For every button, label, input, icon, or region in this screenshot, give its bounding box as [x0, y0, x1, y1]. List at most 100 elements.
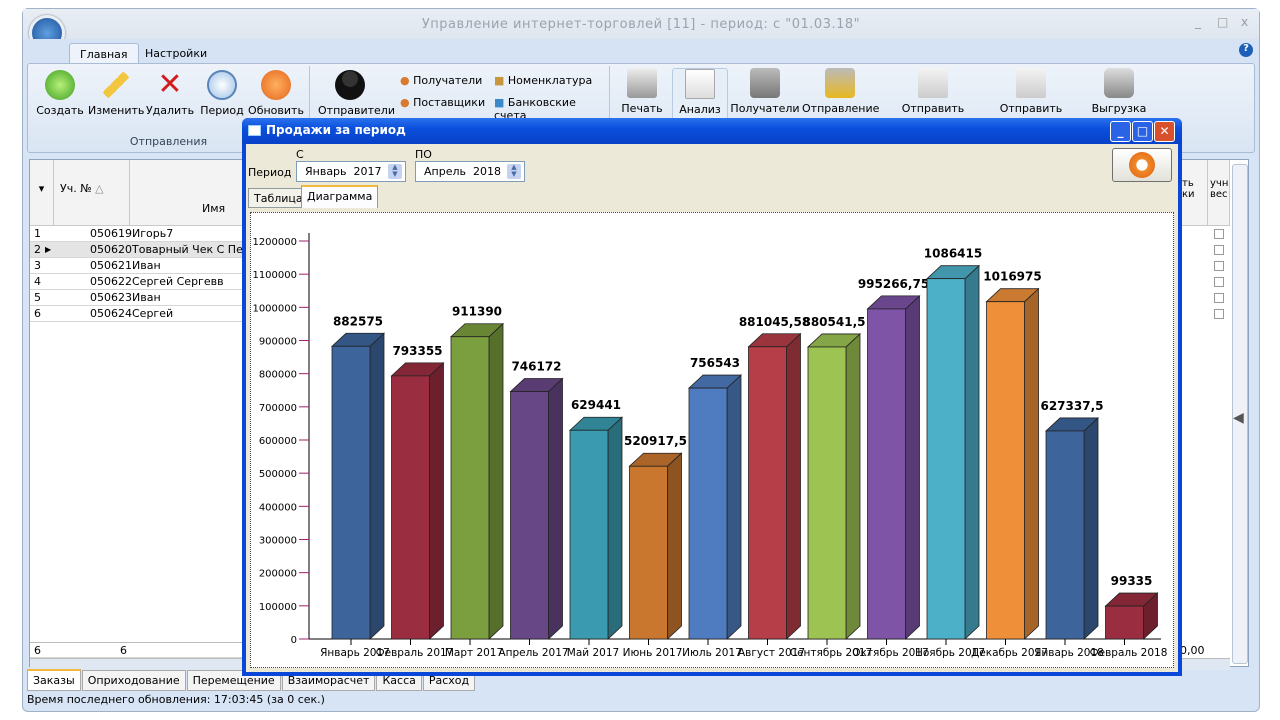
dialog-body: Период С ПО Январь 2017 ▲ ▼ Апрель 2018 ▲ ▼ … — [246, 144, 1178, 672]
row-num: 050619 — [90, 227, 132, 240]
tab-table[interactable]: Таблица — [248, 188, 309, 208]
minimize-button[interactable]: _ — [1195, 15, 1201, 29]
dialog-maximize-button[interactable]: □ — [1132, 121, 1153, 142]
column-header-name[interactable]: Имя — [130, 160, 260, 226]
x-tick-label: Январь 2017 — [320, 647, 390, 659]
x-tick-label: Ноябрь 2017 — [915, 647, 985, 659]
senders-button[interactable]: Отправители — [318, 70, 395, 117]
print-button[interactable]: Печать — [614, 68, 670, 115]
row-checkbox[interactable] — [1214, 261, 1224, 271]
bottom-tab[interactable]: Оприходование — [81, 670, 186, 691]
y-tick-label: 600000 — [259, 436, 297, 447]
dialog-title: Продажи за период — [266, 123, 406, 137]
dialog-minimize-button[interactable]: _ — [1110, 121, 1131, 142]
table-row[interactable]: 4 050622 Сергей Сергевв — [30, 274, 260, 290]
row-checkbox[interactable] — [1214, 245, 1224, 255]
group-references: Отправители ● Получатели ● Поставщики ■ … — [314, 66, 610, 150]
current-row-icon: ▶ — [45, 245, 52, 254]
x-tick-label: Август 2017 — [738, 647, 805, 659]
column-header-num[interactable]: Уч. № △ — [54, 160, 130, 226]
dialog-refresh-button[interactable] — [1112, 148, 1172, 182]
recipients-link[interactable]: ● Получатели — [400, 74, 482, 87]
bottom-tab[interactable]: Заказы — [27, 669, 81, 691]
tab-glavnaya[interactable]: Главная — [69, 43, 139, 65]
from-label: С — [296, 148, 304, 161]
table-row[interactable]: 6 050624 Сергей — [30, 306, 260, 322]
row-checkbox[interactable] — [1214, 293, 1224, 303]
refresh-button[interactable]: Обновить — [248, 70, 304, 117]
recipients-db-button[interactable]: Получатели — [730, 68, 800, 115]
bar — [629, 465, 668, 640]
dialog-close-button[interactable]: ✕ — [1154, 121, 1175, 142]
bar — [926, 278, 966, 640]
help-icon[interactable]: ? — [1239, 43, 1253, 57]
group-otpravleniya: Создать Изменить ✕ Удалить Период Обновит… — [28, 66, 310, 150]
row-checkbox[interactable] — [1214, 309, 1224, 319]
y-tick-label: 200000 — [259, 569, 297, 580]
column-header-right2[interactable]: учн вес — [1208, 160, 1230, 226]
spin-arrows-icon[interactable]: ▲ ▼ — [388, 164, 402, 179]
users-icon: ● — [400, 74, 410, 87]
spin-arrows-icon[interactable]: ▲ ▼ — [507, 164, 521, 179]
arrow-left-icon[interactable]: ◀ — [1233, 410, 1244, 426]
database-coins-icon — [825, 68, 855, 98]
grid-corner[interactable]: ▾ — [30, 160, 54, 226]
bar — [391, 375, 430, 640]
row-checkbox[interactable] — [1214, 277, 1224, 287]
table-row[interactable]: 5 050623 Иван — [30, 290, 260, 306]
bar-side — [786, 332, 801, 640]
maximize-button[interactable]: □ — [1217, 15, 1229, 29]
send-button-1[interactable]: Отправить — [898, 68, 968, 115]
export-button[interactable]: Выгрузка — [1088, 68, 1150, 115]
refresh-icon — [261, 70, 291, 100]
y-tick-label: 1200000 — [252, 237, 297, 248]
send-button-2[interactable]: Отправить — [996, 68, 1066, 115]
tab-chart[interactable]: Диаграмма — [301, 185, 379, 208]
to-period-spinner[interactable]: Апрель 2018 ▲ ▼ — [415, 161, 525, 182]
suppliers-link[interactable]: ● Поставщики — [400, 96, 485, 109]
row-checkbox[interactable] — [1214, 229, 1224, 239]
vertical-scrollbar[interactable] — [1232, 164, 1248, 664]
nomenclature-link[interactable]: ■ Номенклатура — [494, 74, 592, 87]
bar-side — [369, 332, 385, 640]
table-row[interactable]: 2 ▶ 050620 Товарный Чек С Печа — [30, 242, 260, 258]
dialog-title-bar[interactable]: Продажи за период _ □ ✕ — [242, 118, 1182, 144]
from-period-spinner[interactable]: Январь 2017 ▲ ▼ — [296, 161, 406, 182]
data-label: 1086415 — [924, 247, 982, 261]
data-label: 99335 — [1111, 574, 1153, 588]
edit-button[interactable]: Изменить — [88, 70, 144, 117]
row-name: Товарный Чек С Печа — [132, 243, 257, 256]
window-title: Управление интернет-торговлей [11] - пер… — [421, 17, 861, 32]
clock-calendar-icon — [207, 70, 237, 100]
print-label: Печать — [621, 102, 663, 115]
bottom-tabs: Заказы Оприходование Перемещение Взаиморасч… — [27, 669, 476, 691]
table-row[interactable]: 1 050619 Игорь7 — [30, 226, 260, 242]
y-tick-label: 400000 — [259, 502, 297, 513]
x-tick-label: Декабрь 2017 — [971, 647, 1048, 659]
close-button[interactable]: x — [1241, 15, 1249, 29]
table-row[interactable]: 3 050621 Иван — [30, 258, 260, 274]
x-tick-label: Май 2017 — [567, 647, 619, 659]
footer-sum: 0,00 — [1180, 644, 1205, 657]
y-tick-label: 700000 — [259, 403, 297, 414]
bank-icon: ■ — [494, 96, 505, 109]
envelope-plus-icon — [1016, 68, 1046, 98]
bar — [331, 345, 371, 640]
database-users-icon — [750, 68, 780, 98]
period-button[interactable]: Период — [194, 70, 250, 117]
database-export-icon — [1104, 68, 1134, 98]
edit-label: Изменить — [88, 104, 145, 117]
column-header-right1[interactable]: ть ки — [1180, 160, 1208, 226]
delete-button[interactable]: ✕ Удалить — [142, 67, 198, 118]
delete-label: Удалить — [145, 104, 195, 117]
bar-side — [667, 452, 682, 640]
group-label: Отправления — [129, 135, 208, 148]
tab-nastroiki[interactable]: Настройки — [145, 47, 208, 60]
bar-side — [488, 322, 504, 640]
x-tick-label: Октябрь 2017 — [852, 647, 928, 659]
create-button[interactable]: Создать — [32, 70, 88, 117]
sending-button[interactable]: Отправление — [802, 68, 879, 115]
period-label: Период — [200, 104, 244, 117]
x-icon: ✕ — [157, 67, 183, 102]
plus-icon — [45, 70, 75, 100]
